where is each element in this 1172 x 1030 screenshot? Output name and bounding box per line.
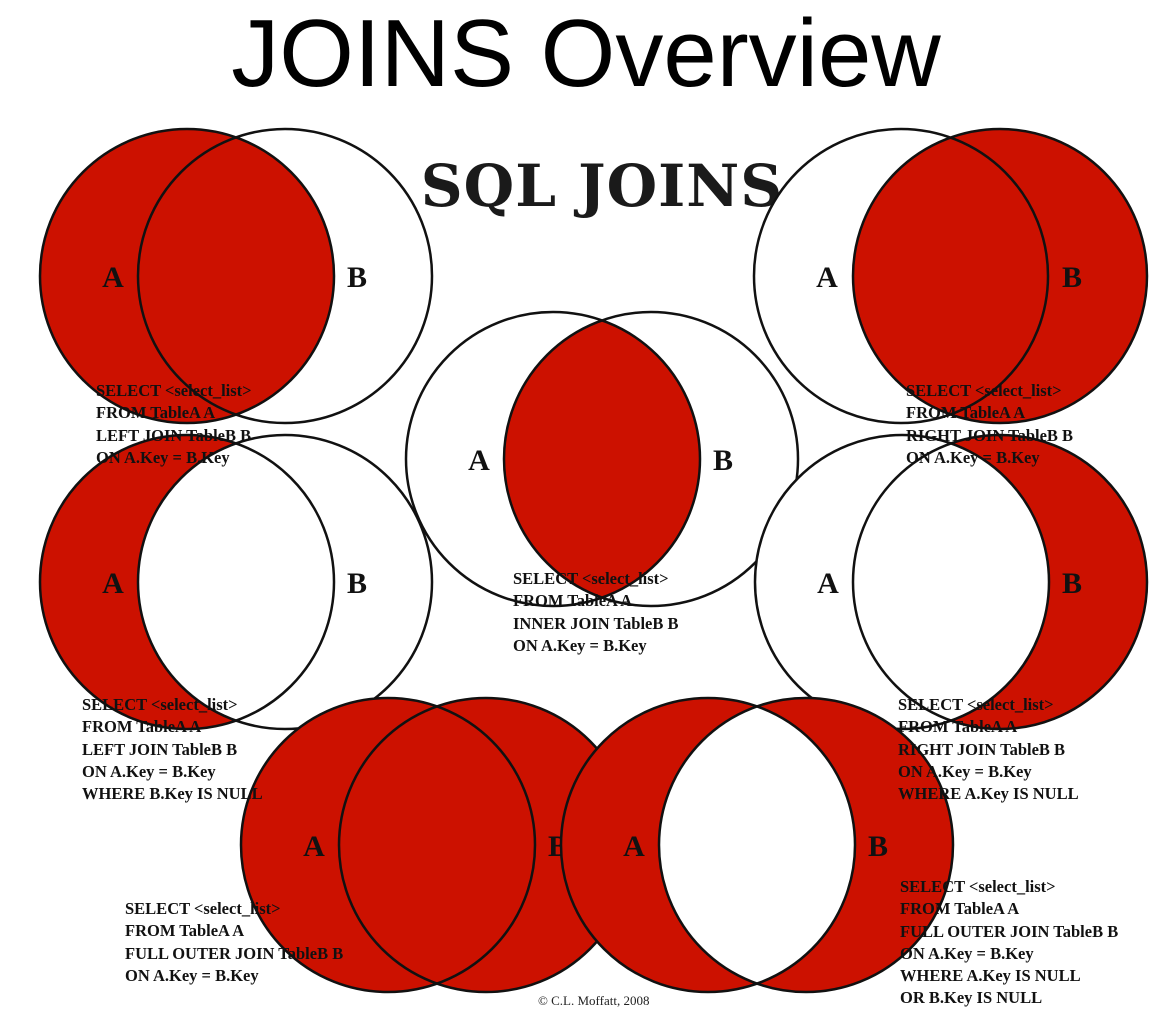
intersection-region (853, 435, 1049, 729)
label-b: B (1062, 567, 1082, 600)
label-b: B (868, 830, 888, 863)
sql-line: SELECT <select_list> (900, 877, 1056, 896)
slide-title: JOINS Overview (231, 0, 941, 107)
intersection-region (853, 129, 1048, 423)
label-a: A (623, 830, 645, 863)
circle-a-outline (239, 696, 537, 994)
sql-line: ON A.Key = B.Key (900, 943, 1034, 963)
sql-line: RIGHT JOIN TableB B (906, 425, 1074, 445)
sql-line: FROM TableA A (82, 717, 202, 737)
sql-line: ON A.Key = B.Key (513, 635, 647, 655)
sql-line: WHERE A.Key IS NULL (898, 784, 1079, 804)
sql-line: INNER JOIN TableB B (513, 613, 679, 633)
intersection-region (504, 312, 700, 606)
label-a: A (102, 567, 124, 600)
sql-line: ON A.Key = B.Key (898, 761, 1032, 781)
sql-line: FROM TableA A (906, 403, 1026, 423)
circle-b-outline (502, 310, 800, 608)
circle-b-outline (851, 433, 1149, 731)
sql-right-excluding-join: SELECT <select_list> FROM TableA A RIGHT J… (898, 694, 1079, 805)
circle-b-outline (851, 127, 1149, 425)
copyright-credit: © C.L. Moffatt, 2008 (538, 993, 650, 1008)
label-b: B (347, 567, 367, 600)
sql-line: SELECT <select_list> (898, 695, 1054, 714)
sql-line: LEFT JOIN TableB B (82, 739, 238, 759)
sql-line: SELECT <select_list> (513, 569, 669, 588)
sql-line: SELECT <select_list> (82, 695, 238, 714)
circle-a-outline (38, 433, 336, 731)
sql-line: RIGHT JOIN TableB B (898, 739, 1066, 759)
label-b: B (347, 261, 367, 294)
sql-inner-join: SELECT <select_list> FROM TableA A INNER J… (513, 568, 679, 657)
circle-b-outline (136, 433, 434, 731)
circle-a-outline (559, 696, 857, 994)
label-a: A (303, 830, 325, 863)
label-b: B (713, 444, 733, 477)
intersection-region (659, 698, 855, 992)
label-a: A (468, 444, 490, 477)
sql-line: FROM TableA A (96, 403, 216, 423)
sql-line: FULL OUTER JOIN TableB B (900, 921, 1119, 941)
intersection-region (138, 435, 334, 729)
sql-line: FROM TableA A (900, 899, 1020, 919)
circle-a-outline (752, 127, 1050, 425)
sql-line: FROM TableA A (898, 717, 1018, 737)
sql-line: SELECT <select_list> (96, 381, 252, 400)
sql-line: ON A.Key = B.Key (125, 965, 259, 985)
intersection-region (138, 129, 334, 423)
sql-line: ON A.Key = B.Key (82, 761, 216, 781)
circle-a-outline (753, 433, 1051, 731)
sql-line: FROM TableA A (513, 591, 633, 611)
label-b: B (1062, 261, 1082, 294)
circle-b-outline (657, 696, 955, 994)
sql-line: ON A.Key = B.Key (96, 447, 230, 467)
sql-right-join: SELECT <select_list> FROM TableA A RIGHT J… (906, 380, 1073, 469)
intersection-region (339, 698, 535, 992)
circle-a-outline (38, 127, 336, 425)
label-a: A (816, 261, 838, 294)
sql-line: WHERE A.Key IS NULL (900, 966, 1081, 986)
sql-left-join: SELECT <select_list> FROM TableA A LEFT JO… (96, 380, 252, 469)
sql-full-outer-join: SELECT <select_list> FROM TableA A FULL OU… (125, 898, 343, 987)
sql-line: SELECT <select_list> (125, 899, 281, 918)
label-a: A (817, 567, 839, 600)
sql-line: ON A.Key = B.Key (906, 447, 1040, 467)
sql-line: FULL OUTER JOIN TableB B (125, 943, 344, 963)
sql-left-excluding-join: SELECT <select_list> FROM TableA A LEFT JO… (82, 694, 263, 805)
sql-line: LEFT JOIN TableB B (96, 425, 252, 445)
sql-line: FROM TableA A (125, 921, 245, 941)
circle-a-outline (404, 310, 702, 608)
sql-line: SELECT <select_list> (906, 381, 1062, 400)
circle-b-outline (136, 127, 434, 425)
label-a: A (102, 261, 124, 294)
diagram-title: SQL JOINS (420, 152, 784, 220)
sql-outer-excluding-join: SELECT <select_list> FROM TableA A FULL OU… (900, 876, 1118, 1010)
sql-line: WHERE B.Key IS NULL (82, 784, 263, 804)
sql-line: OR B.Key IS NULL (900, 988, 1043, 1008)
